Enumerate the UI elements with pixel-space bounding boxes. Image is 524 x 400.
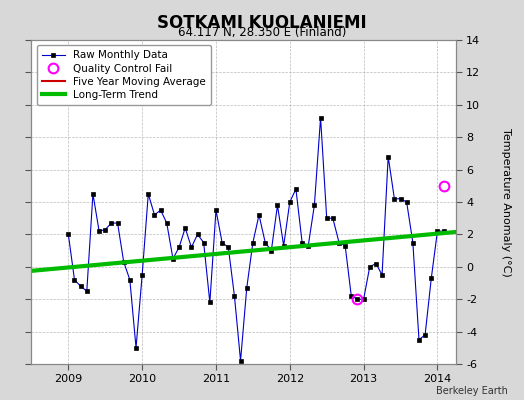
Raw Monthly Data (318, 115, 324, 120)
Raw Monthly Data (299, 240, 305, 245)
Raw Monthly Data (65, 232, 71, 237)
Text: 64.117 N, 28.350 E (Finland): 64.117 N, 28.350 E (Finland) (178, 26, 346, 39)
Y-axis label: Temperature Anomaly (°C): Temperature Anomaly (°C) (501, 128, 511, 276)
Raw Monthly Data (403, 200, 410, 204)
Raw Monthly Data (96, 229, 102, 234)
Raw Monthly Data (163, 221, 170, 226)
Text: Berkeley Earth: Berkeley Earth (436, 386, 508, 396)
Raw Monthly Data (139, 272, 145, 277)
Line: Raw Monthly Data: Raw Monthly Data (67, 116, 445, 363)
Raw Monthly Data (237, 358, 244, 363)
Legend: Raw Monthly Data, Quality Control Fail, Five Year Moving Average, Long-Term Tren: Raw Monthly Data, Quality Control Fail, … (37, 45, 211, 105)
Raw Monthly Data (256, 212, 262, 217)
Text: SOTKAMI KUOLANIEMI: SOTKAMI KUOLANIEMI (157, 14, 367, 32)
Raw Monthly Data (440, 229, 446, 234)
